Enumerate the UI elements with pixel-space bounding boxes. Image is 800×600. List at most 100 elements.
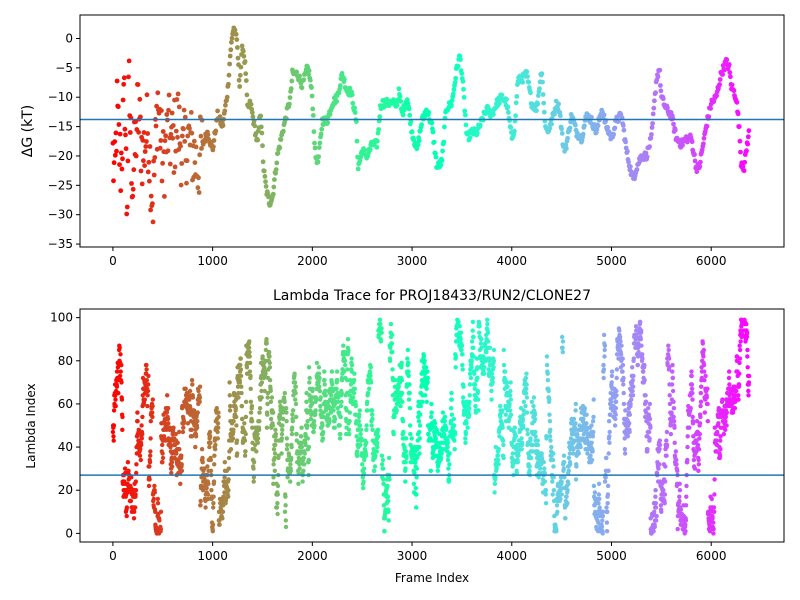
delta-g-point — [124, 211, 130, 217]
delta-g-point — [537, 86, 542, 92]
lambda-point — [449, 390, 454, 396]
lambda-point — [705, 401, 710, 407]
delta-g-point — [229, 39, 234, 45]
delta-g-point — [120, 156, 125, 162]
delta-g-point — [729, 82, 735, 88]
lambda-point — [620, 362, 626, 368]
lambda-point — [118, 352, 123, 357]
delta-g-point — [325, 120, 331, 126]
delta-g-point — [462, 108, 468, 114]
y-tick-label: −35 — [48, 237, 73, 251]
delta-g-point — [377, 114, 383, 120]
lambda-point — [627, 412, 632, 417]
lambda-point — [302, 462, 307, 467]
lambda-point — [133, 488, 139, 493]
x-tick-label: 0 — [109, 549, 117, 563]
lambda-point — [536, 475, 541, 480]
lambda-point — [689, 386, 695, 391]
lambda-point — [361, 470, 366, 476]
lambda-point — [372, 468, 377, 473]
lambda-point — [584, 412, 589, 417]
lambda-point — [338, 403, 344, 409]
lambda-point — [549, 444, 554, 450]
lambda-point — [591, 397, 596, 402]
delta-g-point — [145, 131, 151, 136]
lambda-point — [723, 414, 728, 420]
lambda-point — [590, 434, 596, 439]
lambda-point — [596, 501, 601, 506]
lambda-point — [248, 399, 254, 404]
lambda-point — [674, 457, 679, 463]
lambda-point — [705, 386, 710, 391]
lambda-point — [307, 375, 312, 381]
lambda-point — [674, 462, 679, 467]
lambda-point — [696, 468, 701, 473]
delta-g-point — [166, 107, 171, 113]
lambda-point — [631, 356, 636, 361]
lambda-point — [407, 406, 413, 411]
lambda-point — [548, 427, 553, 432]
lambda-point — [265, 412, 270, 417]
lambda-point — [568, 462, 573, 467]
lambda-point — [355, 449, 360, 454]
x-tick-label: 2000 — [297, 549, 328, 563]
lambda-point — [627, 421, 632, 426]
lambda-point — [168, 444, 173, 450]
delta-g-points — [110, 25, 752, 225]
lambda-point — [320, 423, 325, 428]
lambda-point — [386, 518, 391, 523]
lambda-point — [469, 339, 475, 344]
lambda-point — [124, 505, 130, 510]
delta-g-point — [376, 127, 381, 132]
lambda-point — [535, 442, 541, 448]
lambda-point — [273, 431, 278, 437]
lambda-point — [723, 419, 728, 424]
lambda-point — [296, 470, 301, 476]
delta-g-point — [374, 144, 380, 150]
delta-g-point — [534, 108, 539, 113]
lambda-point — [496, 457, 501, 463]
delta-g-point — [407, 112, 413, 118]
lambda-point — [560, 349, 565, 355]
lambda-point — [501, 438, 506, 443]
lambda-point — [491, 358, 496, 363]
lambda-point — [249, 403, 255, 409]
delta-g-point — [273, 167, 279, 173]
lambda-point — [573, 421, 578, 426]
delta-g-point — [396, 86, 402, 92]
lambda-point — [197, 384, 203, 389]
lambda-point — [678, 507, 684, 512]
lambda-point — [169, 470, 174, 476]
lambda-point — [667, 393, 672, 398]
lambda-point — [484, 349, 489, 355]
lambda-point — [683, 522, 688, 527]
lambda-point — [600, 509, 606, 514]
delta-g-point — [375, 130, 381, 136]
lambda-point — [638, 319, 643, 325]
lambda-point — [696, 457, 701, 463]
delta-g-point — [178, 182, 184, 188]
lambda-point — [146, 382, 151, 387]
lambda-point — [614, 375, 619, 381]
lambda-point — [169, 464, 175, 469]
delta-g-point — [735, 111, 741, 117]
delta-g-point — [513, 113, 518, 119]
delta-g-point — [217, 114, 223, 119]
lambda-point — [386, 455, 392, 461]
delta-g-point — [184, 158, 190, 164]
lambda-point — [428, 468, 433, 473]
lambda-point — [709, 496, 714, 502]
lambda-point — [375, 427, 381, 432]
delta-g-point — [167, 161, 173, 167]
lambda-point — [216, 410, 221, 415]
delta-g-point — [126, 58, 132, 64]
lambda-point — [490, 380, 495, 385]
lambda-point — [372, 464, 378, 469]
delta-g-point — [138, 114, 143, 120]
lambda-point — [268, 416, 274, 422]
lambda-point — [129, 475, 134, 480]
lambda-point — [690, 390, 695, 396]
delta-g-point — [528, 90, 533, 96]
lambda-point — [559, 485, 564, 491]
lambda-point — [369, 408, 375, 413]
